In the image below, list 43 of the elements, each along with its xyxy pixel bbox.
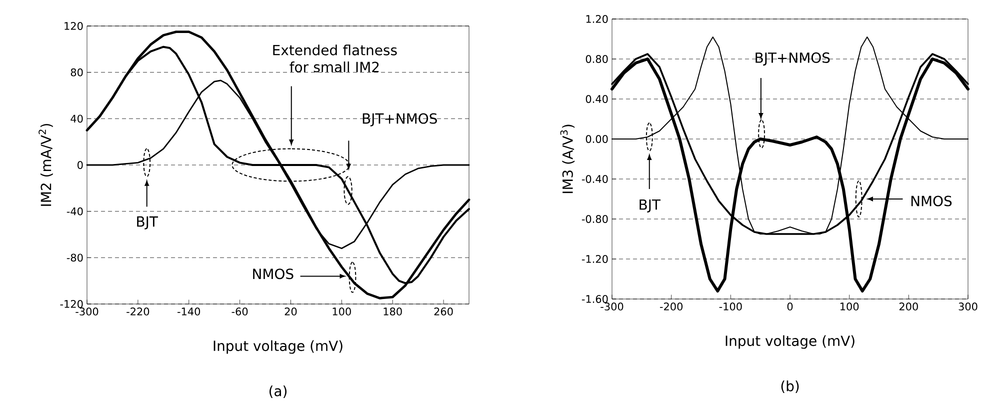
x-tick-label: 300 xyxy=(958,302,978,310)
y-axis-title: IM2 (mA/V$^{2}$) xyxy=(38,124,53,206)
y-tick-label: 120 xyxy=(64,22,83,30)
x-tick-label: -60 xyxy=(232,308,248,316)
x-tick-label: -140 xyxy=(178,308,200,316)
x-axis-title: Input voltage (mV) xyxy=(214,340,342,354)
x-tick-label: -300 xyxy=(600,302,624,310)
y-tick-label: -40 xyxy=(66,207,83,216)
y-tick-label: -120 xyxy=(60,300,83,308)
y-tick-label: 0.80 xyxy=(586,55,608,63)
x-tick-label: 260 xyxy=(434,308,453,316)
x-tick-label: -220 xyxy=(126,308,150,316)
x-tick-label: 100 xyxy=(332,308,351,316)
x-tick-label: -300 xyxy=(76,308,98,316)
annotation: BJT xyxy=(640,200,661,212)
y-tick-label: -1.60 xyxy=(582,295,608,303)
y-tick-label: -80 xyxy=(66,254,83,262)
y-tick-label: 1.20 xyxy=(586,15,608,23)
x-tick-label: 0 xyxy=(787,302,793,310)
y-tick-label: 40 xyxy=(70,114,83,123)
y-tick-label: 80 xyxy=(70,68,83,76)
y-tick-label: 0.40 xyxy=(586,95,608,103)
y-axis-title: IM3 (A/V$^{3}$) xyxy=(560,124,575,194)
y-tick-label: -1.20 xyxy=(582,255,608,263)
y-tick-label: -0.40 xyxy=(582,175,608,183)
annotation: BJT+NMOS xyxy=(362,113,437,126)
x-tick-label: -200 xyxy=(660,302,683,310)
y-tick-label: 0.00 xyxy=(586,135,608,143)
x-tick-label: 200 xyxy=(899,302,918,310)
y-tick-label: -0.80 xyxy=(582,215,608,223)
annotation: BJT+NMOS xyxy=(756,52,830,66)
annotation: NMOS xyxy=(253,268,294,280)
x-axis-title: Input voltage (mV) xyxy=(726,335,854,349)
text: (b) xyxy=(781,380,799,393)
text: (a) xyxy=(269,386,287,398)
annotation: Extended flatness for small IM2 xyxy=(273,44,397,72)
annotation: NMOS xyxy=(911,196,952,206)
annotation: BJT xyxy=(137,216,158,230)
y-tick-label: 0 xyxy=(78,161,83,169)
x-tick-label: 100 xyxy=(840,302,859,310)
x-tick-label: 20 xyxy=(284,308,297,316)
x-tick-label: -100 xyxy=(719,302,742,310)
x-tick-label: 180 xyxy=(384,308,402,316)
